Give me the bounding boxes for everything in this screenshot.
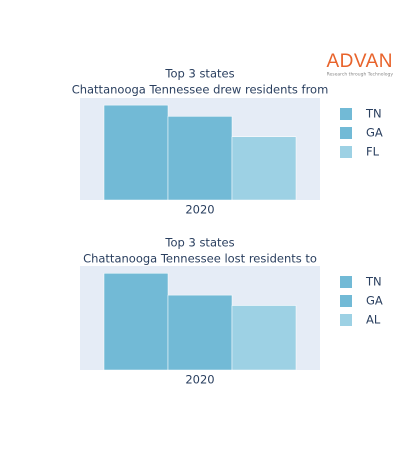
legend-swatch xyxy=(340,146,352,158)
bar xyxy=(103,104,169,201)
chart-title: Top 3 states xyxy=(164,67,234,81)
legend-label: GA xyxy=(366,294,383,308)
logo-name: ADVAN xyxy=(326,51,393,72)
chart-subtitle: Chattanooga Tennessee lost residents to xyxy=(83,252,317,266)
x-tick-label: 2020 xyxy=(185,373,214,387)
chart-title: Top 3 states xyxy=(164,236,234,250)
legend-label: GA xyxy=(366,126,383,140)
bar xyxy=(167,116,233,201)
logo-tagline: Research through Technology xyxy=(327,72,394,78)
legend-swatch xyxy=(340,127,352,139)
legend-label: AL xyxy=(366,313,381,327)
bar xyxy=(103,273,169,371)
bar xyxy=(231,136,297,201)
legend-swatch xyxy=(340,314,352,326)
legend-label: TN xyxy=(365,275,382,289)
legend-swatch xyxy=(340,108,352,120)
bar xyxy=(167,294,233,371)
bar xyxy=(231,305,297,371)
x-tick-label: 2020 xyxy=(185,203,214,217)
legend-swatch xyxy=(340,276,352,288)
legend-label: TN xyxy=(365,107,382,121)
legend-label: FL xyxy=(366,145,380,159)
chart-subtitle: Chattanooga Tennessee drew residents fro… xyxy=(72,83,329,97)
legend-swatch xyxy=(340,295,352,307)
